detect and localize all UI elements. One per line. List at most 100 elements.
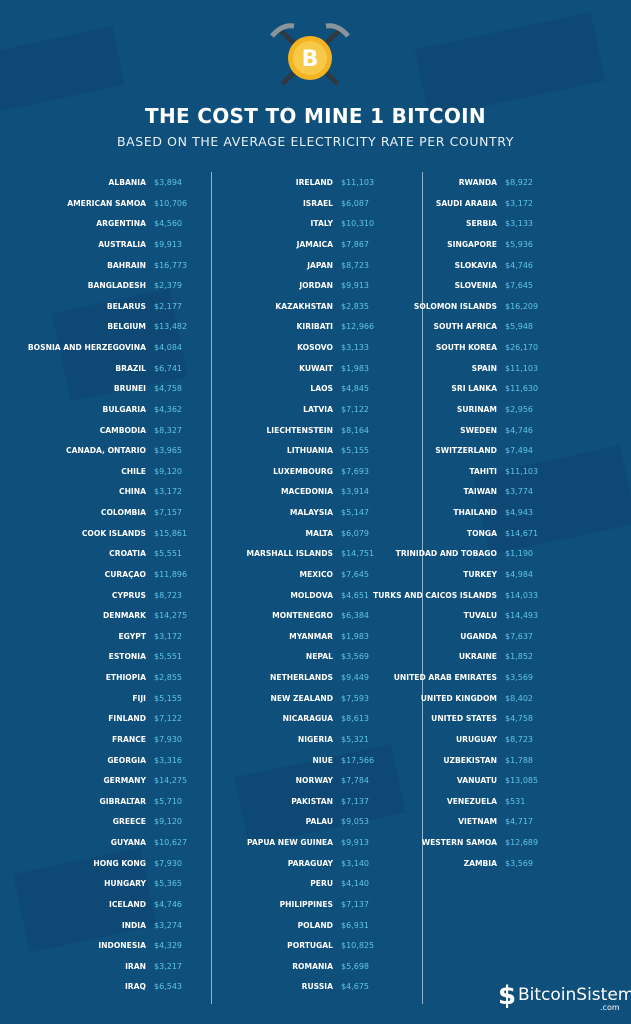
mining-cost: $4,758 <box>154 384 182 394</box>
country-row: CHILE $9,120 <box>0 464 182 485</box>
country-row: ARGENTINA $4,560 <box>0 216 182 237</box>
country-name: FINLAND <box>108 714 146 724</box>
country-row: LIECHTENSTEIN $8,164 <box>0 423 369 444</box>
country-name: TUVALU <box>463 611 497 621</box>
country-name: MONTENEGRO <box>272 611 333 621</box>
country-row: CANADA, ONTARIO $3,965 <box>0 443 182 464</box>
country-name: ROMANIA <box>292 961 333 971</box>
country-name: PAPUA NEW GUINEA <box>247 838 333 847</box>
country-row: PARAGUAY $3,140 <box>0 856 369 877</box>
country-row: RWANDA $8,922 <box>0 175 533 196</box>
country-row: SLOVENIA $7,645 <box>0 278 533 299</box>
mining-cost: $9,913 <box>341 838 369 847</box>
country-row: MARSHALL ISLANDS $14,751 <box>0 546 375 567</box>
country-name: TAIWAN <box>463 487 497 497</box>
mining-cost: $8,402 <box>505 693 533 703</box>
country-row: SOLOMON ISLANDS $16,209 <box>0 299 538 320</box>
country-row: PERU $4,140 <box>0 876 369 897</box>
country-name: ITALY <box>310 219 333 229</box>
mining-cost: $4,717 <box>505 817 533 827</box>
country-name: NORWAY <box>295 776 333 786</box>
country-name: URUGUAY <box>456 734 497 744</box>
mining-cost: $5,936 <box>505 239 533 249</box>
mining-cost: $10,706 <box>154 198 188 208</box>
country-row: PAPUA NEW GUINEA $9,913 <box>0 835 369 856</box>
mining-cost: $17,566 <box>341 755 375 765</box>
country-name: KOSOVO <box>297 343 333 352</box>
country-row: POLAND $6,931 <box>0 918 369 939</box>
country-name: JAMAICA <box>296 239 333 249</box>
country-row: SAUDI ARABIA $3,172 <box>0 196 533 217</box>
country-name: ZAMBIA <box>463 858 497 868</box>
country-name: ALBANIA <box>108 178 146 187</box>
country-name: BELARUS <box>106 301 146 311</box>
country-name: BOSNIA AND HERZEGOVINA <box>27 343 146 352</box>
country-name: KIRIBATI <box>296 322 333 332</box>
country-row: RUSSIA $4,675 <box>0 979 369 1000</box>
mining-cost: $4,984 <box>505 569 533 579</box>
country-row: NEW ZEALAND $7,593 <box>0 691 369 712</box>
country-row: FIJI $5,155 <box>0 691 182 712</box>
mining-cost: $3,133 <box>341 343 369 352</box>
mining-cost: $3,965 <box>154 446 182 456</box>
mining-cost: $4,758 <box>505 714 533 724</box>
mining-cost: $7,593 <box>341 693 369 703</box>
country-name: TONGA <box>466 528 497 538</box>
mining-cost: $8,164 <box>341 425 369 435</box>
mining-cost: $7,137 <box>341 899 369 909</box>
country-name: LIECHTENSTEIN <box>266 425 333 435</box>
country-row: PHILIPPINES $7,137 <box>0 897 369 918</box>
country-row: KUWAIT $1,983 <box>0 361 369 382</box>
brand-suffix: .com <box>600 1003 620 1012</box>
country-row: TURKS AND CAICOS ISLANDS $14,033 <box>0 588 538 609</box>
country-row: INDIA $3,274 <box>0 918 182 939</box>
country-column-2: IRELAND $11,103 ISRAEL $6,087 ITALY $10,310 JA… <box>0 175 375 1000</box>
country-name: GEORGIA <box>107 755 146 765</box>
country-row: KIRIBATI $12,966 <box>0 319 375 340</box>
country-name: ICELAND <box>109 899 146 909</box>
country-name: ARGENTINA <box>96 219 146 229</box>
country-row: SOUTH AFRICA $5,948 <box>0 319 533 340</box>
country-name: CANADA, ONTARIO <box>66 446 146 456</box>
mining-cost: $6,741 <box>154 363 182 373</box>
country-name: SOLOMON ISLANDS <box>413 301 497 311</box>
country-name: MOLDOVA <box>290 590 333 600</box>
country-row: GUYANA $10,627 <box>0 835 187 856</box>
column-divider <box>422 172 423 1004</box>
mining-cost: $1,983 <box>341 363 369 373</box>
country-row: MOLDOVA $4,651 <box>0 588 369 609</box>
country-row: SPAIN $11,103 <box>0 361 539 382</box>
mining-cost: $7,645 <box>505 281 533 291</box>
country-name: ETHIOPIA <box>105 673 146 682</box>
mining-cost: $15,861 <box>154 528 188 538</box>
country-row: JAMAICA $7,867 <box>0 237 369 258</box>
country-name: UGANDA <box>460 631 497 641</box>
country-row: GERMANY $14,275 <box>0 773 187 794</box>
column-divider <box>211 172 212 1004</box>
mining-cost: $5,155 <box>341 446 369 456</box>
country-row: COOK ISLANDS $15,861 <box>0 526 187 547</box>
country-name: AMERICAN SAMOA <box>67 198 146 208</box>
mining-cost: $4,560 <box>154 219 182 229</box>
country-row: BRAZIL $6,741 <box>0 361 182 382</box>
country-name: LAOS <box>310 384 333 394</box>
mining-cost: $3,569 <box>505 673 533 682</box>
mining-cost: $5,948 <box>505 322 533 332</box>
country-row: TAIWAN $3,774 <box>0 484 533 505</box>
country-row: NEPAL $3,569 <box>0 649 369 670</box>
mining-cost: $4,651 <box>341 590 369 600</box>
mining-cost: $3,569 <box>341 652 369 662</box>
mining-cost: $5,365 <box>154 879 182 889</box>
country-name: BRAZIL <box>115 363 146 373</box>
country-name: NETHERLANDS <box>270 673 333 682</box>
country-name: NEPAL <box>305 652 333 662</box>
country-row: BOSNIA AND HERZEGOVINA $4,084 <box>0 340 182 361</box>
mining-cost: $7,494 <box>505 446 533 456</box>
country-row: DENMARK $14,275 <box>0 608 187 629</box>
country-name: HUNGARY <box>104 879 146 889</box>
mining-cost: $11,103 <box>505 466 539 476</box>
mining-cost: $14,275 <box>154 611 188 621</box>
country-row: COLOMBIA $7,157 <box>0 505 182 526</box>
mining-cost: $531 <box>505 796 526 806</box>
country-name: SINGAPORE <box>447 239 497 249</box>
